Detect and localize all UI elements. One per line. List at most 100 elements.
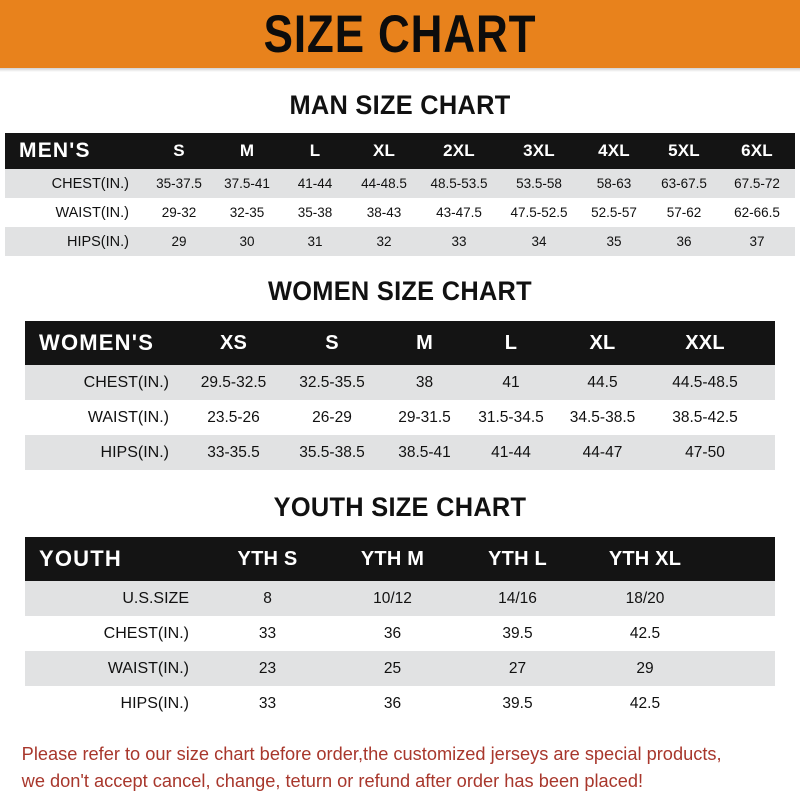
youth-row-label-3: HIPS(IN.) bbox=[120, 694, 189, 712]
youth-cell-2-2: 27 bbox=[508, 659, 527, 677]
youth-cell-2-0: 23 bbox=[258, 659, 277, 677]
table-row: HIPS(IN.) 33-35.5 35.5-38.5 38.5-41 41-4… bbox=[25, 435, 775, 470]
women-cell-1-4: 34.5-38.5 bbox=[569, 408, 636, 426]
disclaimer-line-1: Please refer to our size chart before or… bbox=[21, 743, 722, 764]
youth-cell-1-0: 33 bbox=[258, 624, 277, 642]
youth-size-col-1: YTH M bbox=[360, 547, 425, 570]
men-cell-0-5: 53.5-58 bbox=[516, 176, 562, 191]
women-row-pad-2 bbox=[760, 435, 775, 470]
men-cell-2-6: 35 bbox=[606, 234, 622, 249]
youth-row-pad-3 bbox=[710, 686, 775, 721]
men-cell-0-2: 41-44 bbox=[297, 176, 333, 191]
men-cell-2-7: 36 bbox=[676, 234, 692, 249]
men-row-label-2: HIPS(IN.) bbox=[66, 233, 129, 250]
women-table-header: WOMEN'S XS S M L XL XXL bbox=[25, 321, 775, 365]
men-size-table: MEN'S S M L XL 2XL 3XL 4XL 5XL 6XL CHEST… bbox=[5, 133, 795, 256]
men-table-body: CHEST(IN.) 35-37.5 37.5-41 41-44 44-48.5… bbox=[5, 169, 795, 256]
youth-cell-3-0: 33 bbox=[258, 694, 277, 712]
youth-cell-0-2: 14/16 bbox=[498, 589, 537, 607]
youth-cell-0-1: 10/12 bbox=[373, 589, 412, 607]
men-cell-1-3: 38-43 bbox=[366, 205, 402, 220]
men-cell-2-8: 37 bbox=[749, 234, 765, 249]
youth-row-pad-1 bbox=[710, 616, 775, 651]
youth-row-label-2: WAIST(IN.) bbox=[107, 659, 189, 677]
men-cell-0-6: 58-63 bbox=[596, 176, 632, 191]
youth-size-col-0: YTH S bbox=[237, 547, 298, 570]
disclaimer-note: Please refer to our size chart before or… bbox=[0, 721, 788, 795]
youth-header-label: YOUTH bbox=[39, 546, 122, 571]
women-cell-0-5: 44.5-48.5 bbox=[672, 373, 738, 391]
men-cell-2-3: 32 bbox=[376, 234, 392, 249]
men-table-header: MEN'S S M L XL 2XL 3XL 4XL 5XL 6XL bbox=[5, 133, 795, 169]
women-cell-1-3: 31.5-34.5 bbox=[478, 408, 544, 426]
page-title: SIZE CHART bbox=[263, 4, 537, 64]
women-size-col-0: XS bbox=[219, 331, 248, 354]
table-row: CHEST(IN.) 33 36 39.5 42.5 bbox=[25, 616, 775, 651]
youth-row-pad-0 bbox=[710, 581, 775, 616]
disclaimer-line-2: we don't accept cancel, change, teturn o… bbox=[21, 769, 644, 791]
men-size-col-4: 2XL bbox=[443, 141, 475, 160]
women-header-pad bbox=[760, 321, 775, 365]
women-table-body: CHEST(IN.) 29.5-32.5 32.5-35.5 38 41 44.… bbox=[25, 365, 775, 470]
youth-cell-3-2: 39.5 bbox=[502, 694, 533, 712]
men-cell-1-4: 43-47.5 bbox=[436, 205, 482, 220]
women-cell-0-3: 41 bbox=[502, 373, 520, 391]
women-size-col-2: M bbox=[416, 331, 433, 354]
women-cell-0-0: 29.5-32.5 bbox=[200, 373, 267, 391]
table-header-row: WOMEN'S XS S M L XL XXL bbox=[25, 321, 775, 365]
women-cell-1-5: 38.5-42.5 bbox=[672, 408, 738, 426]
table-row: WAIST(IN.) 29-32 32-35 35-38 38-43 43-47… bbox=[5, 198, 795, 227]
youth-section-title: YOUTH SIZE CHART bbox=[273, 492, 527, 522]
youth-size-col-2: YTH L bbox=[488, 547, 547, 570]
women-cell-1-1: 26-29 bbox=[312, 408, 352, 426]
women-size-col-4: XL bbox=[589, 331, 616, 354]
men-cell-1-0: 29-32 bbox=[161, 205, 197, 220]
men-row-label-0: CHEST(IN.) bbox=[51, 175, 129, 192]
table-row: HIPS(IN.) 33 36 39.5 42.5 bbox=[25, 686, 775, 721]
youth-table-body: U.S.SIZE 8 10/12 14/16 18/20 CHEST(IN.) … bbox=[25, 581, 775, 721]
women-size-col-3: L bbox=[504, 331, 518, 354]
youth-cell-2-1: 25 bbox=[383, 659, 402, 677]
youth-cell-1-1: 36 bbox=[383, 624, 402, 642]
men-cell-1-1: 32-35 bbox=[229, 205, 265, 220]
men-header-label: MEN'S bbox=[19, 139, 91, 162]
men-cell-2-5: 34 bbox=[531, 234, 547, 249]
youth-cell-3-3: 42.5 bbox=[629, 694, 661, 712]
men-cell-0-8: 67.5-72 bbox=[734, 176, 780, 191]
banner-shadow bbox=[0, 68, 800, 72]
youth-cell-3-1: 36 bbox=[383, 694, 402, 712]
women-section-title: WOMEN SIZE CHART bbox=[268, 276, 532, 306]
men-cell-0-3: 44-48.5 bbox=[361, 176, 407, 191]
table-row: WAIST(IN.) 23.5-26 26-29 29-31.5 31.5-34… bbox=[25, 400, 775, 435]
youth-size-table: YOUTH YTH S YTH M YTH L YTH XL U.S.SIZE … bbox=[25, 537, 775, 721]
men-cell-0-1: 37.5-41 bbox=[224, 176, 270, 191]
page-banner: SIZE CHART bbox=[0, 0, 800, 68]
women-cell-2-4: 44-47 bbox=[582, 443, 623, 461]
youth-cell-0-0: 8 bbox=[263, 589, 272, 607]
men-cell-2-4: 33 bbox=[451, 234, 467, 249]
women-cell-0-1: 32.5-35.5 bbox=[299, 373, 365, 391]
women-row-label-2: HIPS(IN.) bbox=[100, 443, 169, 461]
women-cell-0-2: 38 bbox=[415, 373, 434, 391]
youth-cell-2-3: 29 bbox=[636, 659, 654, 677]
men-section-title: MAN SIZE CHART bbox=[289, 90, 511, 120]
youth-cell-1-3: 42.5 bbox=[629, 624, 661, 642]
women-cell-1-2: 29-31.5 bbox=[398, 408, 451, 426]
youth-table-header: YOUTH YTH S YTH M YTH L YTH XL bbox=[25, 537, 775, 581]
women-row-label-1: WAIST(IN.) bbox=[87, 408, 169, 426]
men-cell-1-2: 35-38 bbox=[297, 205, 333, 220]
women-size-section: WOMEN SIZE CHART WOMEN'S XS S M L XL XXL bbox=[0, 256, 800, 470]
women-cell-2-3: 41-44 bbox=[491, 443, 531, 461]
men-cell-0-0: 35-37.5 bbox=[156, 176, 202, 191]
table-row: CHEST(IN.) 35-37.5 37.5-41 41-44 44-48.5… bbox=[5, 169, 795, 198]
youth-cell-0-3: 18/20 bbox=[625, 589, 665, 607]
men-size-col-2: L bbox=[309, 141, 321, 160]
men-size-col-6: 4XL bbox=[598, 141, 630, 160]
women-row-label-0: CHEST(IN.) bbox=[83, 373, 169, 391]
men-cell-2-2: 31 bbox=[307, 234, 323, 249]
women-cell-2-5: 47-50 bbox=[685, 443, 725, 461]
men-cell-0-4: 48.5-53.5 bbox=[430, 176, 488, 191]
youth-header-pad bbox=[710, 537, 775, 581]
table-row: CHEST(IN.) 29.5-32.5 32.5-35.5 38 41 44.… bbox=[25, 365, 775, 400]
